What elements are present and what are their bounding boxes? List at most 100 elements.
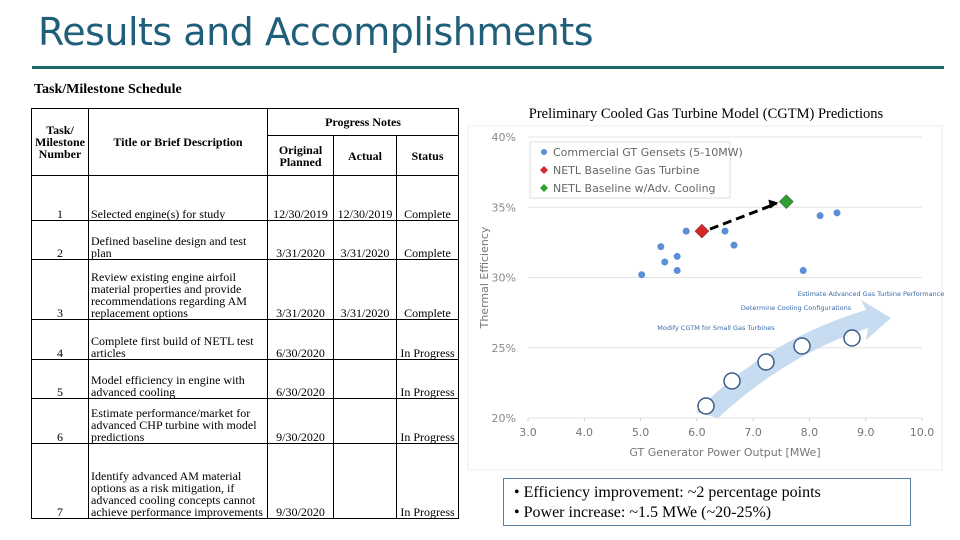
x-tick-label: 6.0 bbox=[688, 426, 706, 439]
data-point bbox=[673, 266, 681, 274]
table-cell: 3/31/2020 bbox=[267, 259, 334, 320]
process-icon bbox=[757, 353, 775, 371]
table-cell bbox=[333, 398, 397, 444]
legend-marker bbox=[540, 166, 548, 174]
data-point bbox=[661, 258, 669, 266]
legend-label: NETL Baseline w/Adv. Cooling bbox=[553, 182, 716, 195]
process-icon bbox=[843, 329, 861, 347]
table-cell bbox=[333, 443, 397, 519]
table-cell: In Progress bbox=[395, 398, 460, 444]
header-cell: Title or Brief Description bbox=[88, 108, 268, 176]
table-cell: 9/30/2020 bbox=[267, 443, 334, 519]
milestone-table: Task/ Milestone Number Title or Brief Des… bbox=[31, 108, 460, 519]
table-row: 2 Defined baseline design and test plan 3/… bbox=[31, 220, 460, 260]
table-cell: In Progress bbox=[395, 443, 460, 519]
table-row: 4 Complete first build of NETL test artic… bbox=[31, 319, 460, 360]
table-cell: 3/31/2020 bbox=[333, 259, 397, 320]
data-point bbox=[833, 209, 841, 217]
table-row: 7 Identify advanced AM material options a… bbox=[31, 443, 460, 519]
table-cell: 12/30/2019 bbox=[333, 175, 397, 221]
header-cell: Progress Notes bbox=[266, 108, 460, 136]
y-axis-label: Thermal Efficiency bbox=[478, 226, 491, 329]
data-point bbox=[730, 241, 738, 249]
y-tick-label: 40% bbox=[492, 131, 516, 144]
table-row: 3 Review existing engine airfoil material… bbox=[31, 259, 460, 320]
process-label: Modify CGTM for Small Gas Turbines bbox=[657, 324, 775, 332]
x-tick-label: 4.0 bbox=[576, 426, 594, 439]
table-cell: 5 bbox=[31, 359, 89, 399]
x-tick-label: 9.0 bbox=[857, 426, 875, 439]
bullet: • Efficiency improvement: ~2 percentage … bbox=[514, 484, 821, 501]
table-cell: In Progress bbox=[395, 359, 460, 399]
table-cell: Estimate performance/market for advanced… bbox=[88, 398, 268, 444]
header-cell: Task/ Milestone Number bbox=[31, 108, 89, 176]
table-cell: 12/30/2019 bbox=[267, 175, 334, 221]
chart: Preliminary Cooled Gas Turbine Model (CG… bbox=[467, 106, 945, 471]
legend-label: NETL Baseline Gas Turbine bbox=[553, 164, 700, 177]
table-cell: Defined baseline design and test plan bbox=[88, 220, 268, 260]
legend-box bbox=[529, 141, 731, 199]
table-cell: 4 bbox=[31, 319, 89, 360]
data-point bbox=[657, 243, 665, 251]
header-cell: Original Planned bbox=[267, 135, 334, 176]
legend-label: Commercial GT Gensets (5-10MW) bbox=[553, 146, 743, 159]
legend-marker bbox=[541, 149, 547, 155]
x-axis-label: GT Generator Power Output [MWe] bbox=[629, 446, 820, 459]
x-tick-label: 3.0 bbox=[519, 426, 537, 439]
bullet-box: • Efficiency improvement: ~2 percentage … bbox=[503, 478, 911, 526]
y-tick-label: 20% bbox=[492, 412, 516, 425]
x-tick-label: 5.0 bbox=[632, 426, 650, 439]
table-cell: Identify advanced AM material options as… bbox=[88, 443, 268, 519]
data-point bbox=[694, 223, 710, 239]
y-tick-label: 35% bbox=[492, 201, 516, 214]
data-point bbox=[816, 212, 824, 220]
table-cell: 6/30/2020 bbox=[267, 319, 334, 360]
table-caption: Task/Milestone Schedule bbox=[34, 82, 182, 97]
slide-title: Results and Accomplishments bbox=[38, 10, 594, 54]
process-icon bbox=[723, 372, 741, 390]
process-icon bbox=[697, 397, 715, 415]
data-point bbox=[682, 227, 690, 235]
data-point bbox=[799, 266, 807, 274]
table-cell: 3/31/2020 bbox=[267, 220, 334, 260]
x-tick-label: 10.0 bbox=[910, 426, 935, 439]
y-tick-label: 30% bbox=[492, 272, 516, 285]
table-cell: 7 bbox=[31, 443, 89, 519]
chart-title: Preliminary Cooled Gas Turbine Model (CG… bbox=[529, 106, 884, 122]
arrow-head bbox=[768, 199, 779, 209]
table-row: 5 Model efficiency in engine with advance… bbox=[31, 359, 460, 399]
data-point bbox=[673, 252, 681, 260]
legend-marker bbox=[540, 184, 548, 192]
table-cell: Review existing engine airfoil material … bbox=[88, 259, 268, 320]
table-cell bbox=[333, 319, 397, 360]
y-tick-label: 25% bbox=[492, 342, 516, 355]
table-cell: Model efficiency in engine with advanced… bbox=[88, 359, 268, 399]
process-arrow bbox=[696, 300, 891, 418]
header-cell: Status bbox=[395, 135, 460, 176]
table-cell bbox=[333, 359, 397, 399]
table-cell: 6 bbox=[31, 398, 89, 444]
process-label: Estimate Advanced Gas Turbine Performanc… bbox=[798, 290, 945, 298]
data-point bbox=[778, 194, 794, 209]
table-cell: Complete bbox=[395, 259, 460, 320]
table-cell: Complete bbox=[395, 175, 460, 221]
improvement-arrow bbox=[709, 202, 777, 231]
table-cell: 3 bbox=[31, 259, 89, 320]
title-rule bbox=[32, 66, 944, 69]
data-point bbox=[638, 271, 646, 279]
table-cell: Complete bbox=[395, 220, 460, 260]
table-cell: 2 bbox=[31, 220, 89, 260]
table-cell: 9/30/2020 bbox=[267, 398, 334, 444]
bullet: • Power increase: ~1.5 MWe (~20-25%) bbox=[514, 504, 772, 521]
process-label: Determine Cooling Configurations bbox=[741, 304, 852, 312]
x-tick-label: 7.0 bbox=[744, 426, 762, 439]
table-row: 1 Selected engine(s) for study 12/30/2019 1… bbox=[31, 175, 460, 221]
x-tick-label: 8.0 bbox=[801, 426, 819, 439]
table-row: 6 Estimate performance/market for advance… bbox=[31, 398, 460, 444]
process-icon bbox=[793, 337, 811, 355]
bullet-text: Efficiency improvement: ~2 percentage po… bbox=[523, 484, 821, 501]
table-cell: 6/30/2020 bbox=[267, 359, 334, 399]
table-cell: Selected engine(s) for study bbox=[88, 175, 268, 221]
header-cell: Actual bbox=[333, 135, 397, 176]
